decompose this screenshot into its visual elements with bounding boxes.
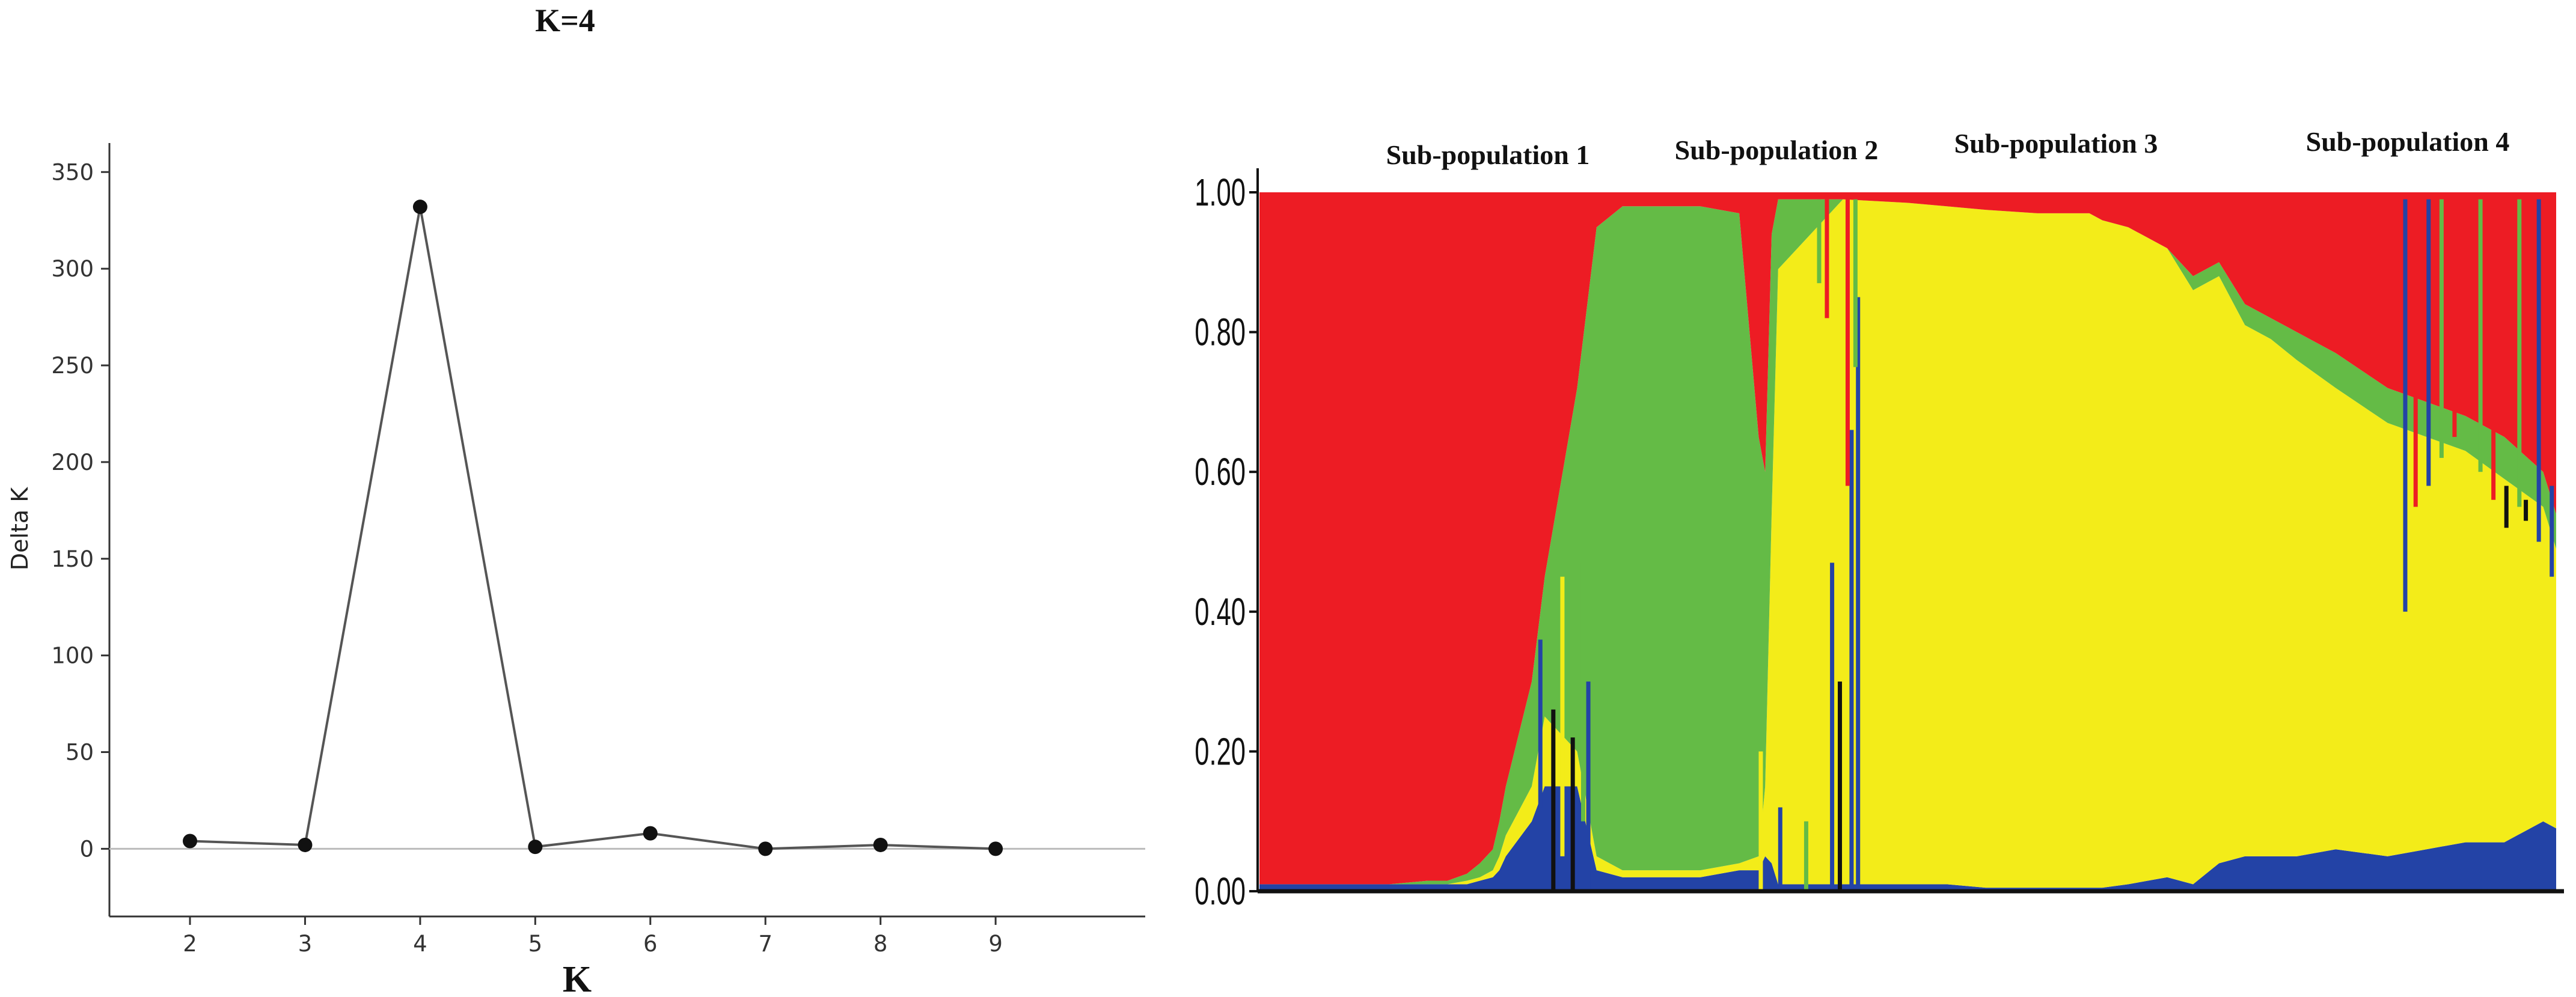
structure-group-label: Sub-population 2: [1675, 135, 1879, 165]
structure-individual-bar: [2403, 199, 2408, 612]
delta-k-x-tick-label: 9: [988, 931, 1003, 957]
delta-k-x-tick-label: 3: [298, 931, 313, 957]
structure-area-cluster-4: [1259, 786, 2556, 891]
delta-k-y-tick-label: 150: [51, 546, 94, 572]
structure-individual-bar: [2478, 199, 2483, 472]
delta-k-point: [873, 837, 888, 852]
delta-k-y-tick-label: 50: [66, 740, 94, 766]
structure-individual-bar: [2536, 199, 2541, 542]
delta-k-point: [758, 841, 773, 856]
structure-individual-bar: [1551, 709, 1556, 891]
delta-k-point: [988, 841, 1003, 856]
structure-area-cluster-3: [1259, 199, 2556, 888]
delta-k-x-tick-label: 2: [183, 931, 197, 957]
structure-individual-bar: [1838, 681, 1843, 891]
delta-k-point: [183, 834, 198, 849]
structure-individual-bar: [2550, 486, 2554, 577]
structure-individual-bar: [2504, 486, 2509, 528]
k-annotation: K=4: [535, 2, 595, 38]
delta-k-point: [412, 200, 427, 215]
structure-individual-bar: [1849, 430, 1854, 891]
structure-y-tick-label: 0.20: [1195, 730, 1246, 773]
structure-individual-bar: [2452, 199, 2457, 438]
delta-k-point: [643, 826, 658, 841]
structure-individual-bar: [1570, 737, 1575, 891]
structure-individual-bar: [1853, 199, 1858, 367]
structure-chart: 0.00 0.20 0.40 0.60 0.80 1.00 Sub-population …: [1195, 126, 2564, 913]
delta-k-x-tick-label: 5: [528, 931, 543, 957]
structure-individual-bar: [2491, 199, 2496, 500]
delta-k-x-tick-label: 6: [643, 931, 658, 957]
delta-k-markers: [183, 200, 1003, 856]
structure-y-tick-label: 0.80: [1195, 310, 1246, 354]
structure-individual-bar: [1538, 639, 1543, 808]
delta-k-point: [298, 837, 313, 852]
structure-individual-bar: [1804, 821, 1808, 891]
structure-individual-bar: [1560, 576, 1565, 856]
delta-k-y-ticks: 0 50 100 150 200 250 300 350: [51, 159, 109, 862]
structure-individual-bar: [2426, 199, 2431, 486]
delta-k-y-tick-label: 0: [79, 836, 94, 862]
structure-y-tick-label: 1.00: [1195, 171, 1246, 215]
delta-k-y-tick-label: 250: [51, 353, 94, 379]
structure-individual-bar: [1825, 199, 1829, 319]
delta-k-x-tick-label: 4: [413, 931, 427, 957]
structure-individual-bar: [2517, 199, 2522, 507]
structure-individual-bar: [2439, 199, 2444, 458]
structure-group-label: Sub-population 1: [1386, 139, 1590, 170]
structure-individual-bar: [1778, 807, 1782, 891]
delta-k-y-axis-label: Delta K: [7, 487, 33, 570]
delta-k-y-tick-label: 100: [51, 643, 94, 669]
delta-k-chart: 0 50 100 150 200 250 300 350 2 3 4 5 6 7 8 9 Delta K K: [7, 143, 1145, 997]
structure-y-tick-label: 0.40: [1195, 590, 1246, 633]
delta-k-x-axis-label: K: [563, 959, 592, 997]
structure-y-tick-label: 0.00: [1195, 870, 1246, 913]
structure-individual-bar: [1580, 563, 1585, 822]
delta-k-y-tick-label: 300: [51, 256, 94, 282]
structure-individual-bar: [1758, 751, 1763, 891]
structure-individual-bar: [2524, 499, 2529, 521]
structure-individual-bar: [1830, 563, 1835, 891]
structure-group-label: Sub-population 4: [2306, 126, 2510, 157]
structure-group-label: Sub-population 3: [1954, 128, 2158, 159]
structure-streaks: [1538, 199, 2554, 891]
delta-k-x-tick-label: 7: [758, 931, 772, 957]
structure-individual-bar: [1586, 681, 1591, 891]
structure-areas: [1259, 192, 2556, 891]
structure-y-ticks: 0.00 0.20 0.40 0.60 0.80 1.00: [1195, 171, 1258, 913]
delta-k-x-ticks: 2 3 4 5 6 7 8 9: [183, 916, 1003, 957]
delta-k-point: [528, 840, 543, 855]
structure-individual-bar: [1856, 297, 1861, 891]
structure-y-tick-label: 0.60: [1195, 450, 1246, 494]
structure-group-labels: Sub-population 1 Sub-population 2 Sub-popu…: [1386, 126, 2510, 170]
structure-individual-bar: [1817, 199, 1822, 284]
structure-individual-bar: [1845, 199, 1850, 486]
structure-individual-bar: [2413, 199, 2418, 507]
delta-k-x-tick-label: 8: [873, 931, 888, 957]
delta-k-series-line: [189, 206, 996, 850]
delta-k-y-tick-label: 200: [51, 450, 94, 475]
delta-k-y-tick-label: 350: [51, 159, 94, 185]
